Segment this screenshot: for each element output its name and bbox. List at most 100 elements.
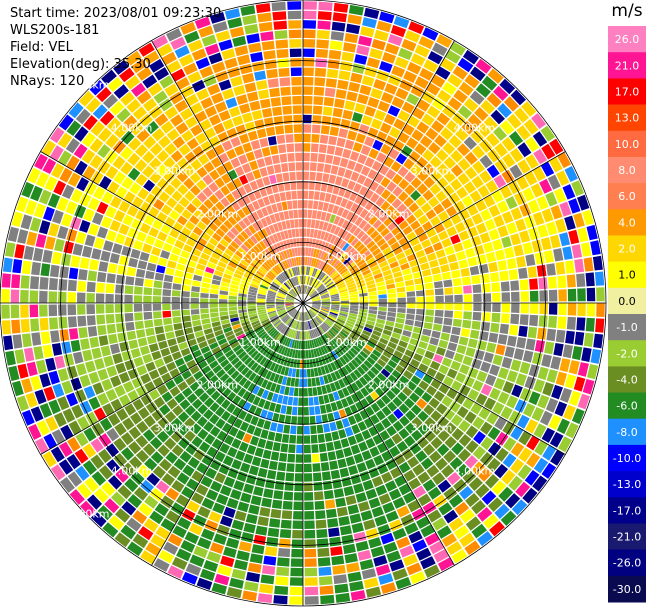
- velocity-cell: [547, 174, 561, 190]
- velocity-cell: [257, 516, 269, 527]
- velocity-cell: [261, 368, 269, 378]
- velocity-cell: [312, 305, 321, 308]
- velocity-cell: [537, 394, 550, 409]
- velocity-cell: [283, 115, 293, 125]
- velocity-cell: [477, 340, 488, 351]
- velocity-cell: [390, 467, 402, 479]
- velocity-cell: [149, 510, 164, 525]
- velocity-cell: [497, 200, 509, 214]
- velocity-cell: [406, 137, 419, 150]
- velocity-cell: [330, 362, 337, 371]
- velocity-cell: [154, 67, 169, 81]
- velocity-cell: [376, 318, 386, 325]
- velocity-cell: [415, 283, 425, 291]
- velocity-cell: [363, 360, 373, 369]
- velocity-cell: [244, 581, 259, 592]
- velocity-cell: [306, 286, 311, 295]
- velocity-cell: [457, 172, 470, 186]
- velocity-cell: [314, 338, 320, 347]
- velocity-cell: [328, 174, 337, 184]
- velocity-cell: [287, 453, 296, 463]
- velocity-cell: [281, 314, 289, 321]
- velocity-cell: [381, 333, 391, 341]
- velocity-cell: [345, 222, 354, 232]
- velocity-cell: [232, 35, 247, 47]
- velocity-cell: [425, 309, 435, 316]
- velocity-cell: [313, 348, 318, 358]
- velocity-cell: [348, 312, 358, 318]
- velocity-cell: [403, 469, 416, 482]
- velocity-cell: [99, 110, 115, 126]
- velocity-cell: [256, 209, 264, 219]
- velocity-cell: [21, 333, 32, 348]
- velocity-cell: [510, 233, 521, 246]
- velocity-cell: [301, 266, 303, 275]
- velocity-cell: [300, 285, 302, 294]
- velocity-cell: [311, 329, 317, 338]
- velocity-cell: [310, 267, 315, 276]
- velocity-cell: [416, 183, 429, 195]
- velocity-cell: [144, 457, 158, 471]
- velocity-cell: [342, 376, 350, 386]
- velocity-cell: [219, 307, 228, 312]
- velocity-cell: [471, 275, 481, 285]
- velocity-cell: [163, 156, 176, 170]
- velocity-cell: [237, 363, 246, 373]
- velocity-cell: [401, 38, 417, 52]
- velocity-cell: [542, 445, 557, 461]
- velocity-cell: [303, 388, 308, 397]
- velocity-cell: [327, 284, 336, 290]
- velocity-cell: [424, 532, 440, 546]
- velocity-cell: [83, 385, 96, 399]
- velocity-cell: [275, 173, 283, 183]
- velocity-cell: [244, 413, 253, 423]
- velocity-cell: [499, 78, 516, 95]
- velocity-cell: [74, 126, 89, 142]
- velocity-cell: [356, 44, 370, 56]
- velocity-cell: [234, 373, 244, 383]
- velocity-cell: [587, 364, 599, 380]
- velocity-cell: [395, 577, 412, 590]
- velocity-cell: [216, 493, 229, 506]
- velocity-cell: [291, 277, 297, 286]
- velocity-cell: [339, 291, 349, 295]
- velocity-cell: [411, 429, 423, 442]
- velocity-cell: [379, 61, 393, 73]
- velocity-cell: [525, 136, 540, 152]
- velocity-cell: [354, 432, 365, 443]
- velocity-cell: [364, 212, 374, 222]
- velocity-cell: [314, 281, 320, 289]
- velocity-cell: [381, 92, 394, 104]
- velocity-cell: [298, 388, 303, 397]
- velocity-cell: [316, 315, 324, 323]
- velocity-cell: [495, 249, 506, 261]
- velocity-cell: [430, 74, 446, 88]
- velocity-cell: [50, 464, 66, 481]
- velocity-cell: [200, 97, 214, 109]
- velocity-cell: [297, 416, 303, 425]
- velocity-cell: [249, 180, 259, 191]
- velocity-cell: [262, 238, 270, 248]
- velocity-cell: [372, 268, 382, 276]
- velocity-cell: [318, 395, 325, 405]
- velocity-cell: [199, 66, 214, 79]
- legend-tick-label: 10.0: [615, 138, 640, 151]
- velocity-cell: [307, 266, 311, 276]
- velocity-cell: [272, 233, 279, 243]
- velocity-cell: [319, 311, 328, 317]
- velocity-cell: [285, 299, 294, 302]
- velocity-cell: [562, 184, 576, 200]
- velocity-cell: [192, 319, 202, 327]
- velocity-cell: [242, 590, 258, 602]
- velocity-cell: [298, 397, 303, 406]
- velocity-cell: [327, 518, 339, 528]
- velocity-cell: [187, 338, 197, 347]
- velocity-cell: [373, 555, 388, 567]
- velocity-cell: [43, 206, 55, 222]
- velocity-cell: [137, 187, 150, 200]
- velocity-cell: [291, 310, 297, 317]
- velocity-cell: [118, 200, 131, 213]
- velocity-cell: [293, 209, 298, 219]
- velocity-cell: [295, 330, 299, 340]
- velocity-cell: [345, 200, 354, 210]
